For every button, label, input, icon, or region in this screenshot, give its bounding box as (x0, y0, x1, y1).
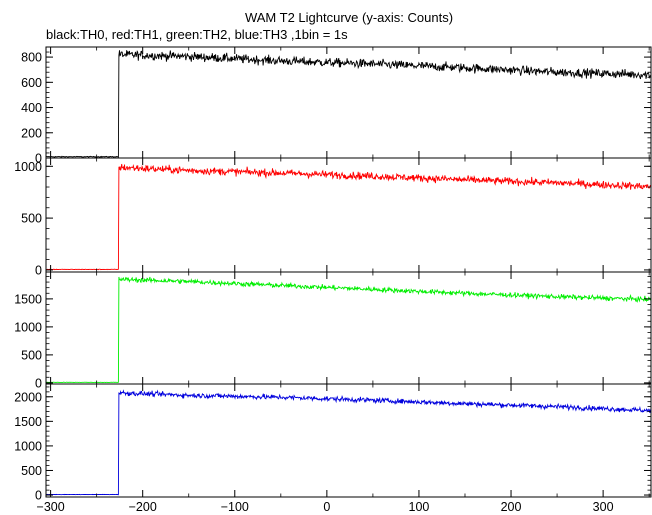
series-line-th1 (45, 163, 651, 271)
y-tick-label: 1000 (14, 439, 42, 453)
y-tick-label: 1000 (14, 320, 42, 334)
chart-title: WAM T2 Lightcurve (y-axis: Counts) (245, 10, 453, 25)
y-tick-label: 500 (21, 464, 42, 478)
y-tick-label: 200 (21, 126, 42, 140)
x-tick-label: −100 (221, 500, 249, 514)
panel-frame (45, 383, 652, 498)
y-tick-label: 500 (21, 348, 42, 362)
panel-th0: 0 200 400 600 800 (21, 46, 652, 166)
y-tick-label: 1500 (14, 415, 42, 429)
y-tick-label: 0 (35, 376, 42, 390)
series-line-th0 (46, 50, 651, 158)
y-tick-label: 400 (21, 101, 42, 115)
x-tick-label: 100 (409, 500, 430, 514)
y-tick-label: 800 (21, 51, 42, 65)
series-line-th3 (45, 389, 651, 496)
x-tick-label: −300 (37, 500, 65, 514)
x-axis: −300 −200 −100 0 100 200 300 (37, 500, 614, 514)
series-line-th2 (45, 276, 651, 383)
y-tick-label: 1000 (14, 160, 42, 174)
y-tick-label: 2000 (14, 390, 42, 404)
panel-th1: 0 500 1000 (14, 157, 652, 277)
y-tick-label: 1500 (14, 292, 42, 306)
panels-group: 0200400600800050010000500100015000500100… (14, 46, 652, 503)
x-tick-label: 200 (501, 500, 522, 514)
y-tick-label: 0 (35, 152, 42, 166)
x-tick-label: 300 (593, 500, 614, 514)
x-tick-label: 0 (323, 500, 330, 514)
y-tick-label: 500 (21, 212, 42, 226)
chart-subtitle: black:TH0, red:TH1, green:TH2, blue:TH3 … (46, 27, 348, 42)
y-tick-label: 0 (35, 263, 42, 277)
y-tick-label: 0 (35, 489, 42, 503)
panel-frame (45, 157, 652, 273)
panel-th3: 0 500 1000 1500 2000 (14, 383, 652, 503)
panel-th2: 0 500 1000 1500 (14, 271, 652, 390)
panel-frame (45, 271, 652, 385)
x-tick-label: −200 (129, 500, 157, 514)
y-tick-label: 600 (21, 76, 42, 90)
